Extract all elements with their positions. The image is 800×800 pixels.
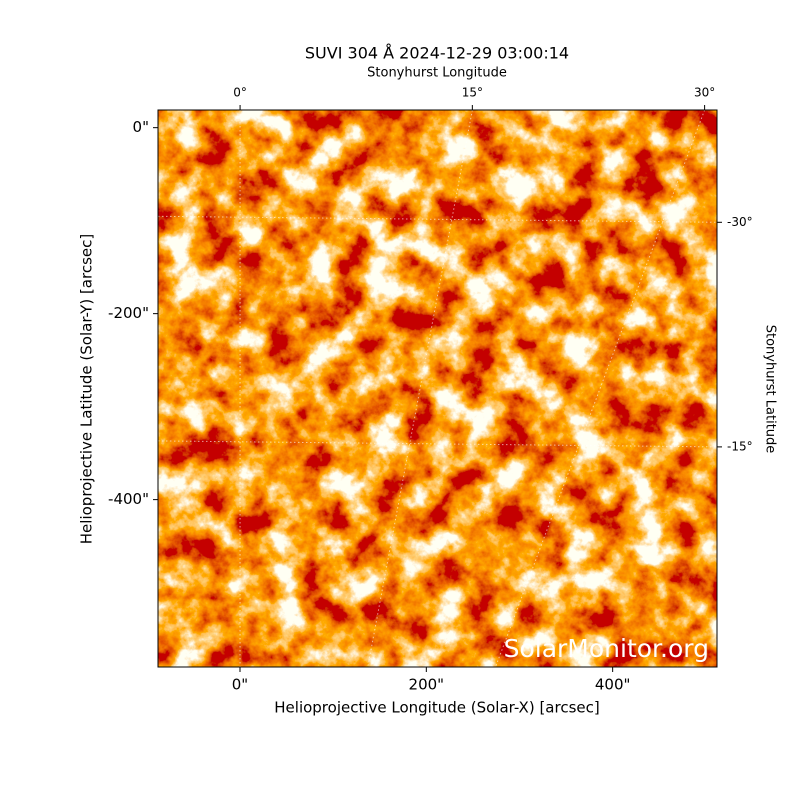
x2-tick-label: 0° [233, 86, 247, 100]
y-tick-label: -400" [108, 490, 149, 508]
x2-tick-label: 30° [694, 86, 715, 100]
x2-tick-label: 15° [462, 86, 483, 100]
x2-label: Stonyhurst Longitude [367, 66, 507, 81]
y2-label: Stonyhurst Latitude [763, 325, 778, 454]
plot-frame [157, 109, 718, 668]
watermark: SolarMonitor.org [504, 634, 709, 663]
x-tick-label: 0" [232, 676, 248, 694]
x-label: Helioprojective Longitude (Solar-X) [arc… [274, 699, 599, 717]
y2-tick-label: -15° [727, 439, 753, 453]
y-tick-label: -200" [108, 304, 149, 322]
x-tick-label: 400" [595, 676, 631, 694]
y-tick-label: 0" [133, 118, 149, 136]
y2-tick-label: -30° [727, 215, 753, 229]
grid-line [158, 440, 717, 448]
chart-title: SUVI 304 Å 2024-12-29 03:00:14 [305, 44, 569, 63]
y-label: Helioprojective Latitude (Solar-Y) [arcs… [78, 234, 96, 544]
grid-line [158, 215, 717, 223]
grid-line [367, 110, 473, 667]
solar-image [158, 110, 717, 667]
grid-line [495, 110, 706, 667]
x-tick-label: 200" [409, 676, 445, 694]
